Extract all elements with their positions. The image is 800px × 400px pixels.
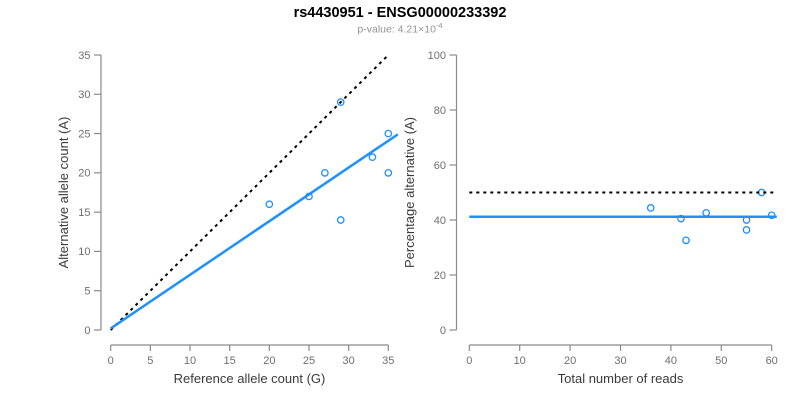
data-point — [336, 216, 345, 224]
y-tick-label: 80 — [434, 105, 446, 117]
y-tick-label: 10 — [78, 246, 90, 258]
p-value-exponent: -4 — [435, 21, 443, 30]
chart-percentage-panel: 0 20 40 60 80 100 0 10 20 30 40 50 60 Total number of… — [402, 50, 778, 386]
data-point — [742, 226, 751, 234]
data-point — [384, 169, 393, 177]
x-tick-label: 35 — [382, 355, 394, 367]
x-tick-label: 60 — [766, 355, 778, 367]
y-axis-title: Alternative allele count (A) — [56, 117, 71, 269]
x-axis-title: Reference allele count (G) — [174, 371, 326, 386]
x-tick-label: 30 — [614, 355, 626, 367]
y-tick-label: 35 — [78, 50, 90, 62]
data-point — [677, 214, 685, 223]
x-tick-label: 50 — [715, 355, 727, 367]
x-tick-label: 0 — [108, 355, 114, 367]
x-tick-label: 25 — [303, 355, 315, 367]
y-tick-label: 30 — [78, 89, 90, 101]
x-tick-label: 40 — [665, 355, 677, 367]
data-point — [368, 153, 377, 161]
y-tick-label: 20 — [78, 168, 90, 180]
y-tick-label: 15 — [78, 207, 90, 219]
y-tick-label: 0 — [440, 325, 446, 337]
x-tick-label: 20 — [263, 355, 275, 367]
y-tick-label: 100 — [428, 50, 446, 62]
fit-line — [109, 133, 399, 330]
data-point — [767, 211, 776, 220]
data-point — [646, 204, 655, 212]
y-tick-label: 40 — [434, 215, 446, 227]
x-tick-label: 10 — [514, 355, 526, 367]
x-tick-label: 30 — [343, 355, 355, 367]
p-value-text: p-value: 4.21×10 — [357, 23, 436, 36]
data-point — [320, 169, 329, 177]
x-tick-label: 15 — [224, 355, 236, 367]
y-tick-label: 25 — [78, 128, 90, 140]
identity-line — [109, 54, 390, 331]
y-tick-label: 60 — [434, 160, 446, 172]
y-tick-label: 20 — [434, 270, 446, 282]
data-point — [682, 236, 690, 245]
p-value-subtitle: p-value: 4.21×10-4 — [0, 21, 800, 36]
data-point — [702, 209, 711, 217]
data-point — [336, 98, 345, 106]
x-axis-title: Total number of reads — [558, 371, 684, 386]
y-tick-label: 0 — [84, 325, 90, 337]
data-point — [265, 200, 274, 209]
y-tick-label: 5 — [84, 286, 90, 298]
x-tick-label: 10 — [184, 355, 196, 367]
x-tick-label: 20 — [564, 355, 576, 367]
x-tick-label: 5 — [147, 355, 153, 367]
y-axis-title: Percentage alternative (A) — [402, 117, 417, 268]
page-title: rs4430951 - ENSG00000233392 — [293, 5, 507, 21]
chart-allele-counts-panel: 0 5 10 15 20 25 30 35 0 5 10 15 20 25 30 35 Reference al… — [56, 50, 399, 386]
data-point — [384, 129, 393, 138]
x-tick-label: 0 — [466, 355, 472, 367]
